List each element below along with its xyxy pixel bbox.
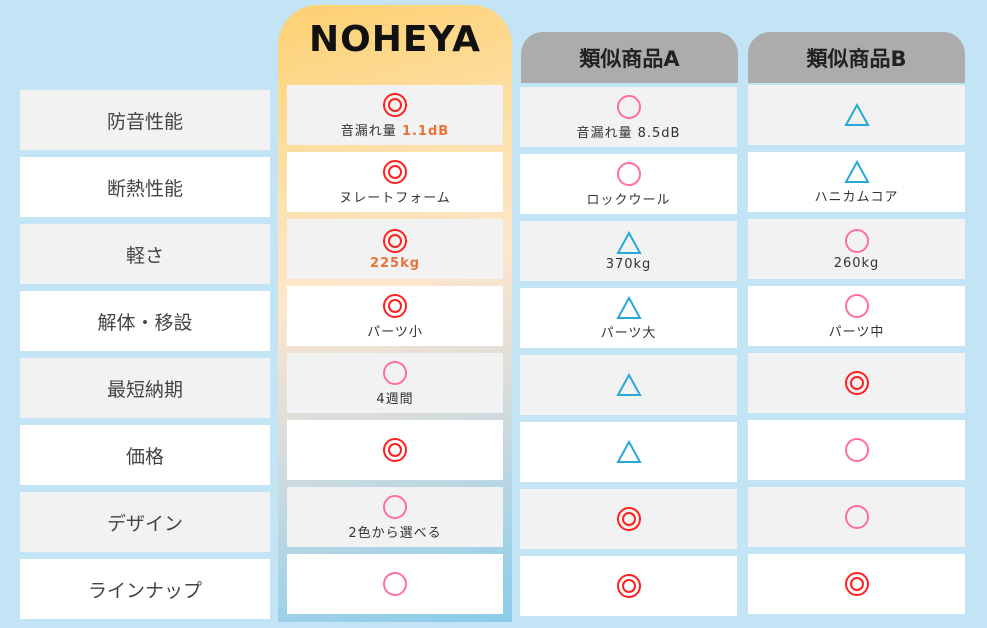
cell-note: 4週間 — [376, 391, 414, 407]
comparison-cell — [520, 489, 737, 549]
comparison-cell: パーツ中 — [748, 286, 965, 346]
comparison-cell: パーツ大 — [520, 288, 737, 348]
row-label-text: デザイン — [106, 512, 183, 535]
product-a-header: 類似商品A — [521, 32, 738, 83]
circle-icon — [844, 504, 870, 530]
row-label: 断熱性能 — [20, 157, 270, 217]
row-label-text: 断熱性能 — [106, 177, 183, 200]
comparison-cell: ヌレートフォーム — [287, 152, 503, 212]
cell-note: 2色から選べる — [348, 525, 442, 541]
circle-icon — [382, 360, 408, 386]
comparison-cell: パーツ小 — [287, 286, 503, 346]
row-label: ラインナップ — [20, 559, 270, 619]
comparison-cell: 音漏れ量 1.1dB — [287, 85, 503, 145]
double-circle-icon — [382, 293, 408, 319]
comparison-cell: ハニカムコア — [748, 152, 965, 212]
row-label-text: 軽さ — [125, 244, 164, 267]
triangle-icon — [843, 159, 870, 184]
double-circle-icon — [382, 437, 408, 463]
row-label: 価格 — [20, 425, 270, 485]
cell-note: ヌレートフォーム — [339, 190, 451, 206]
comparison-cell: 260kg — [748, 219, 965, 279]
row-label-text: 解体・移設 — [97, 311, 193, 334]
circle-icon — [844, 293, 870, 319]
comparison-cell — [520, 355, 737, 415]
row-label: デザイン — [20, 492, 270, 552]
double-circle-icon — [382, 159, 408, 185]
comparison-cell — [520, 422, 737, 482]
cell-note: 音漏れ量 8.5dB — [576, 125, 681, 141]
comparison-cell — [287, 420, 503, 480]
circle-icon — [844, 228, 870, 254]
cell-note: ハニカムコア — [814, 189, 899, 205]
comparison-cell — [748, 487, 965, 547]
circle-icon — [382, 571, 408, 597]
double-circle-icon — [382, 228, 408, 254]
triangle-icon — [615, 373, 642, 397]
triangle-icon — [615, 295, 642, 320]
cell-note: パーツ中 — [828, 324, 885, 340]
double-circle-icon — [844, 571, 870, 597]
circle-icon — [616, 94, 642, 120]
triangle-icon — [615, 230, 642, 255]
row-label: 最短納期 — [20, 358, 270, 418]
triangle-icon — [615, 440, 642, 464]
row-label: 解体・移設 — [20, 291, 270, 351]
row-label-text: 最短納期 — [106, 378, 183, 401]
double-circle-icon — [382, 92, 408, 118]
comparison-cell — [748, 420, 965, 480]
cell-note: 370kg — [605, 256, 652, 272]
circle-icon — [382, 494, 408, 520]
comparison-cell — [748, 353, 965, 413]
cell-note: パーツ大 — [600, 325, 657, 341]
row-label-text: 価格 — [125, 445, 164, 468]
cell-note: パーツ小 — [367, 324, 423, 340]
double-circle-icon — [844, 370, 870, 396]
double-circle-icon — [616, 506, 642, 532]
noheya-header: NOHEYA — [309, 19, 481, 60]
cell-note: 音漏れ量 1.1dB — [340, 123, 450, 139]
row-label: 防音性能 — [20, 90, 270, 150]
double-circle-icon — [616, 573, 642, 599]
cell-note: 260kg — [833, 255, 880, 271]
comparison-cell: 370kg — [520, 221, 737, 281]
cell-note: 225kg — [369, 255, 421, 271]
comparison-cell — [520, 556, 737, 616]
circle-icon — [616, 161, 642, 187]
comparison-cell — [748, 554, 965, 614]
comparison-cell: 2色から選べる — [287, 487, 503, 547]
comparison-cell: 音漏れ量 8.5dB — [520, 87, 737, 147]
row-label-text: 防音性能 — [106, 110, 183, 133]
comparison-cell: 4週間 — [287, 353, 503, 413]
cell-note: ロックウール — [586, 192, 671, 208]
row-label-text: ラインナップ — [87, 579, 202, 602]
row-label: 軽さ — [20, 224, 270, 284]
comparison-cell — [287, 554, 503, 614]
product-b-header: 類似商品B — [748, 32, 965, 83]
comparison-cell: ロックウール — [520, 154, 737, 214]
comparison-cell — [748, 85, 965, 145]
circle-icon — [844, 437, 870, 463]
triangle-icon — [843, 103, 870, 127]
comparison-cell: 225kg — [287, 219, 503, 279]
